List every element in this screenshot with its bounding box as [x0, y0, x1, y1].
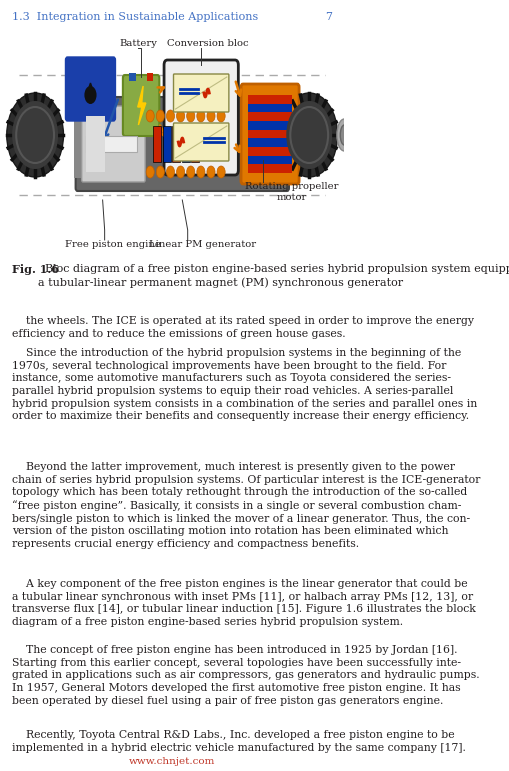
Text: Conversion bloc: Conversion bloc [167, 39, 248, 48]
Bar [248, 95, 291, 103]
Text: Since the introduction of the hybrid propulsion systems in the beginning of the
: Since the introduction of the hybrid pro… [12, 348, 476, 421]
Bar [248, 138, 291, 147]
Bar [248, 130, 291, 138]
Ellipse shape [336, 119, 351, 151]
Circle shape [186, 110, 194, 122]
Text: Beyond the latter improvement, much interest is presently given to the power
cha: Beyond the latter improvement, much inte… [12, 462, 479, 549]
Circle shape [7, 93, 63, 177]
Bar [129, 73, 135, 81]
Text: 7: 7 [325, 12, 331, 22]
Text: Recently, Toyota Central R&D Labs., Inc. developed a free piston engine to be
im: Recently, Toyota Central R&D Labs., Inc.… [12, 730, 465, 752]
Circle shape [166, 110, 174, 122]
Text: The concept of free piston engine has been introduced in 1925 by Jordan [16].
St: The concept of free piston engine has be… [12, 645, 479, 705]
Bar [88, 118, 93, 132]
Text: A key component of the free piston engines is the linear generator that could be: A key component of the free piston engin… [12, 579, 475, 627]
Bar [146, 73, 153, 81]
Bar [86, 136, 137, 152]
Text: Fig. 1.6: Fig. 1.6 [12, 264, 59, 275]
FancyBboxPatch shape [164, 60, 238, 175]
Text: www.chnjet.com: www.chnjet.com [129, 757, 215, 766]
Circle shape [156, 110, 164, 122]
Circle shape [176, 166, 184, 178]
Circle shape [12, 101, 58, 169]
Circle shape [196, 166, 205, 178]
Circle shape [207, 110, 215, 122]
FancyBboxPatch shape [81, 106, 145, 182]
Bar [248, 164, 291, 173]
Bar [296, 130, 308, 138]
Circle shape [217, 110, 224, 122]
Circle shape [146, 166, 154, 178]
Bar [248, 113, 291, 121]
Bar [283, 110, 290, 178]
FancyBboxPatch shape [123, 75, 159, 136]
Text: 1.3  Integration in Sustainable Applications: 1.3 Integration in Sustainable Applicati… [12, 12, 258, 22]
Bar [181, 126, 189, 162]
Circle shape [176, 110, 184, 122]
Text: the wheels. The ICE is operated at its rated speed in order to improve the energ: the wheels. The ICE is operated at its r… [12, 316, 473, 338]
Bar [248, 147, 291, 156]
Text: Battery: Battery [119, 39, 157, 48]
Circle shape [280, 93, 337, 177]
Bar [86, 116, 105, 172]
Circle shape [166, 166, 174, 178]
Circle shape [156, 166, 164, 178]
Circle shape [286, 101, 331, 169]
Polygon shape [137, 86, 146, 125]
Circle shape [207, 166, 215, 178]
Circle shape [196, 110, 205, 122]
Polygon shape [86, 83, 94, 95]
Circle shape [186, 166, 194, 178]
Text: Rotating propeller
motor: Rotating propeller motor [244, 182, 338, 202]
Bar [31, 93, 39, 177]
FancyBboxPatch shape [173, 123, 229, 161]
FancyBboxPatch shape [65, 57, 115, 121]
Text: Bloc diagram of a free piston engine-based series hybrid propulsion system equip: Bloc diagram of a free piston engine-bas… [38, 264, 509, 288]
Text: Free piston engine: Free piston engine [65, 240, 161, 249]
Bar [248, 103, 291, 113]
Circle shape [84, 86, 96, 104]
FancyBboxPatch shape [75, 97, 289, 191]
Bar [172, 126, 180, 162]
Ellipse shape [340, 125, 348, 145]
Bar [248, 156, 291, 164]
Circle shape [146, 110, 154, 122]
Text: Linear PM generator: Linear PM generator [149, 240, 256, 249]
Circle shape [217, 166, 224, 178]
Bar [153, 126, 161, 162]
Bar [248, 121, 291, 130]
Bar [74, 110, 81, 178]
FancyBboxPatch shape [241, 84, 298, 184]
FancyBboxPatch shape [173, 74, 229, 112]
Bar [191, 126, 199, 162]
Bar [162, 126, 171, 162]
